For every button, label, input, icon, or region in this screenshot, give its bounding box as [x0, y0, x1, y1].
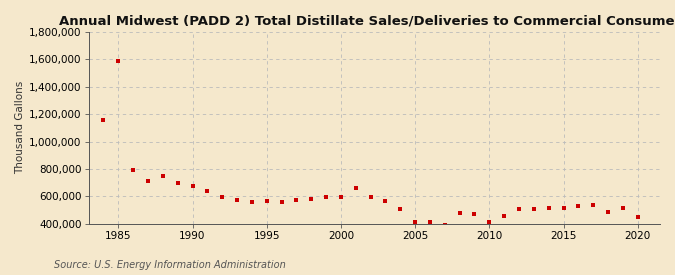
Title: Annual Midwest (PADD 2) Total Distillate Sales/Deliveries to Commercial Consumer: Annual Midwest (PADD 2) Total Distillate… — [59, 15, 675, 28]
Text: Source: U.S. Energy Information Administration: Source: U.S. Energy Information Administ… — [54, 260, 286, 270]
Y-axis label: Thousand Gallons: Thousand Gallons — [15, 81, 25, 175]
